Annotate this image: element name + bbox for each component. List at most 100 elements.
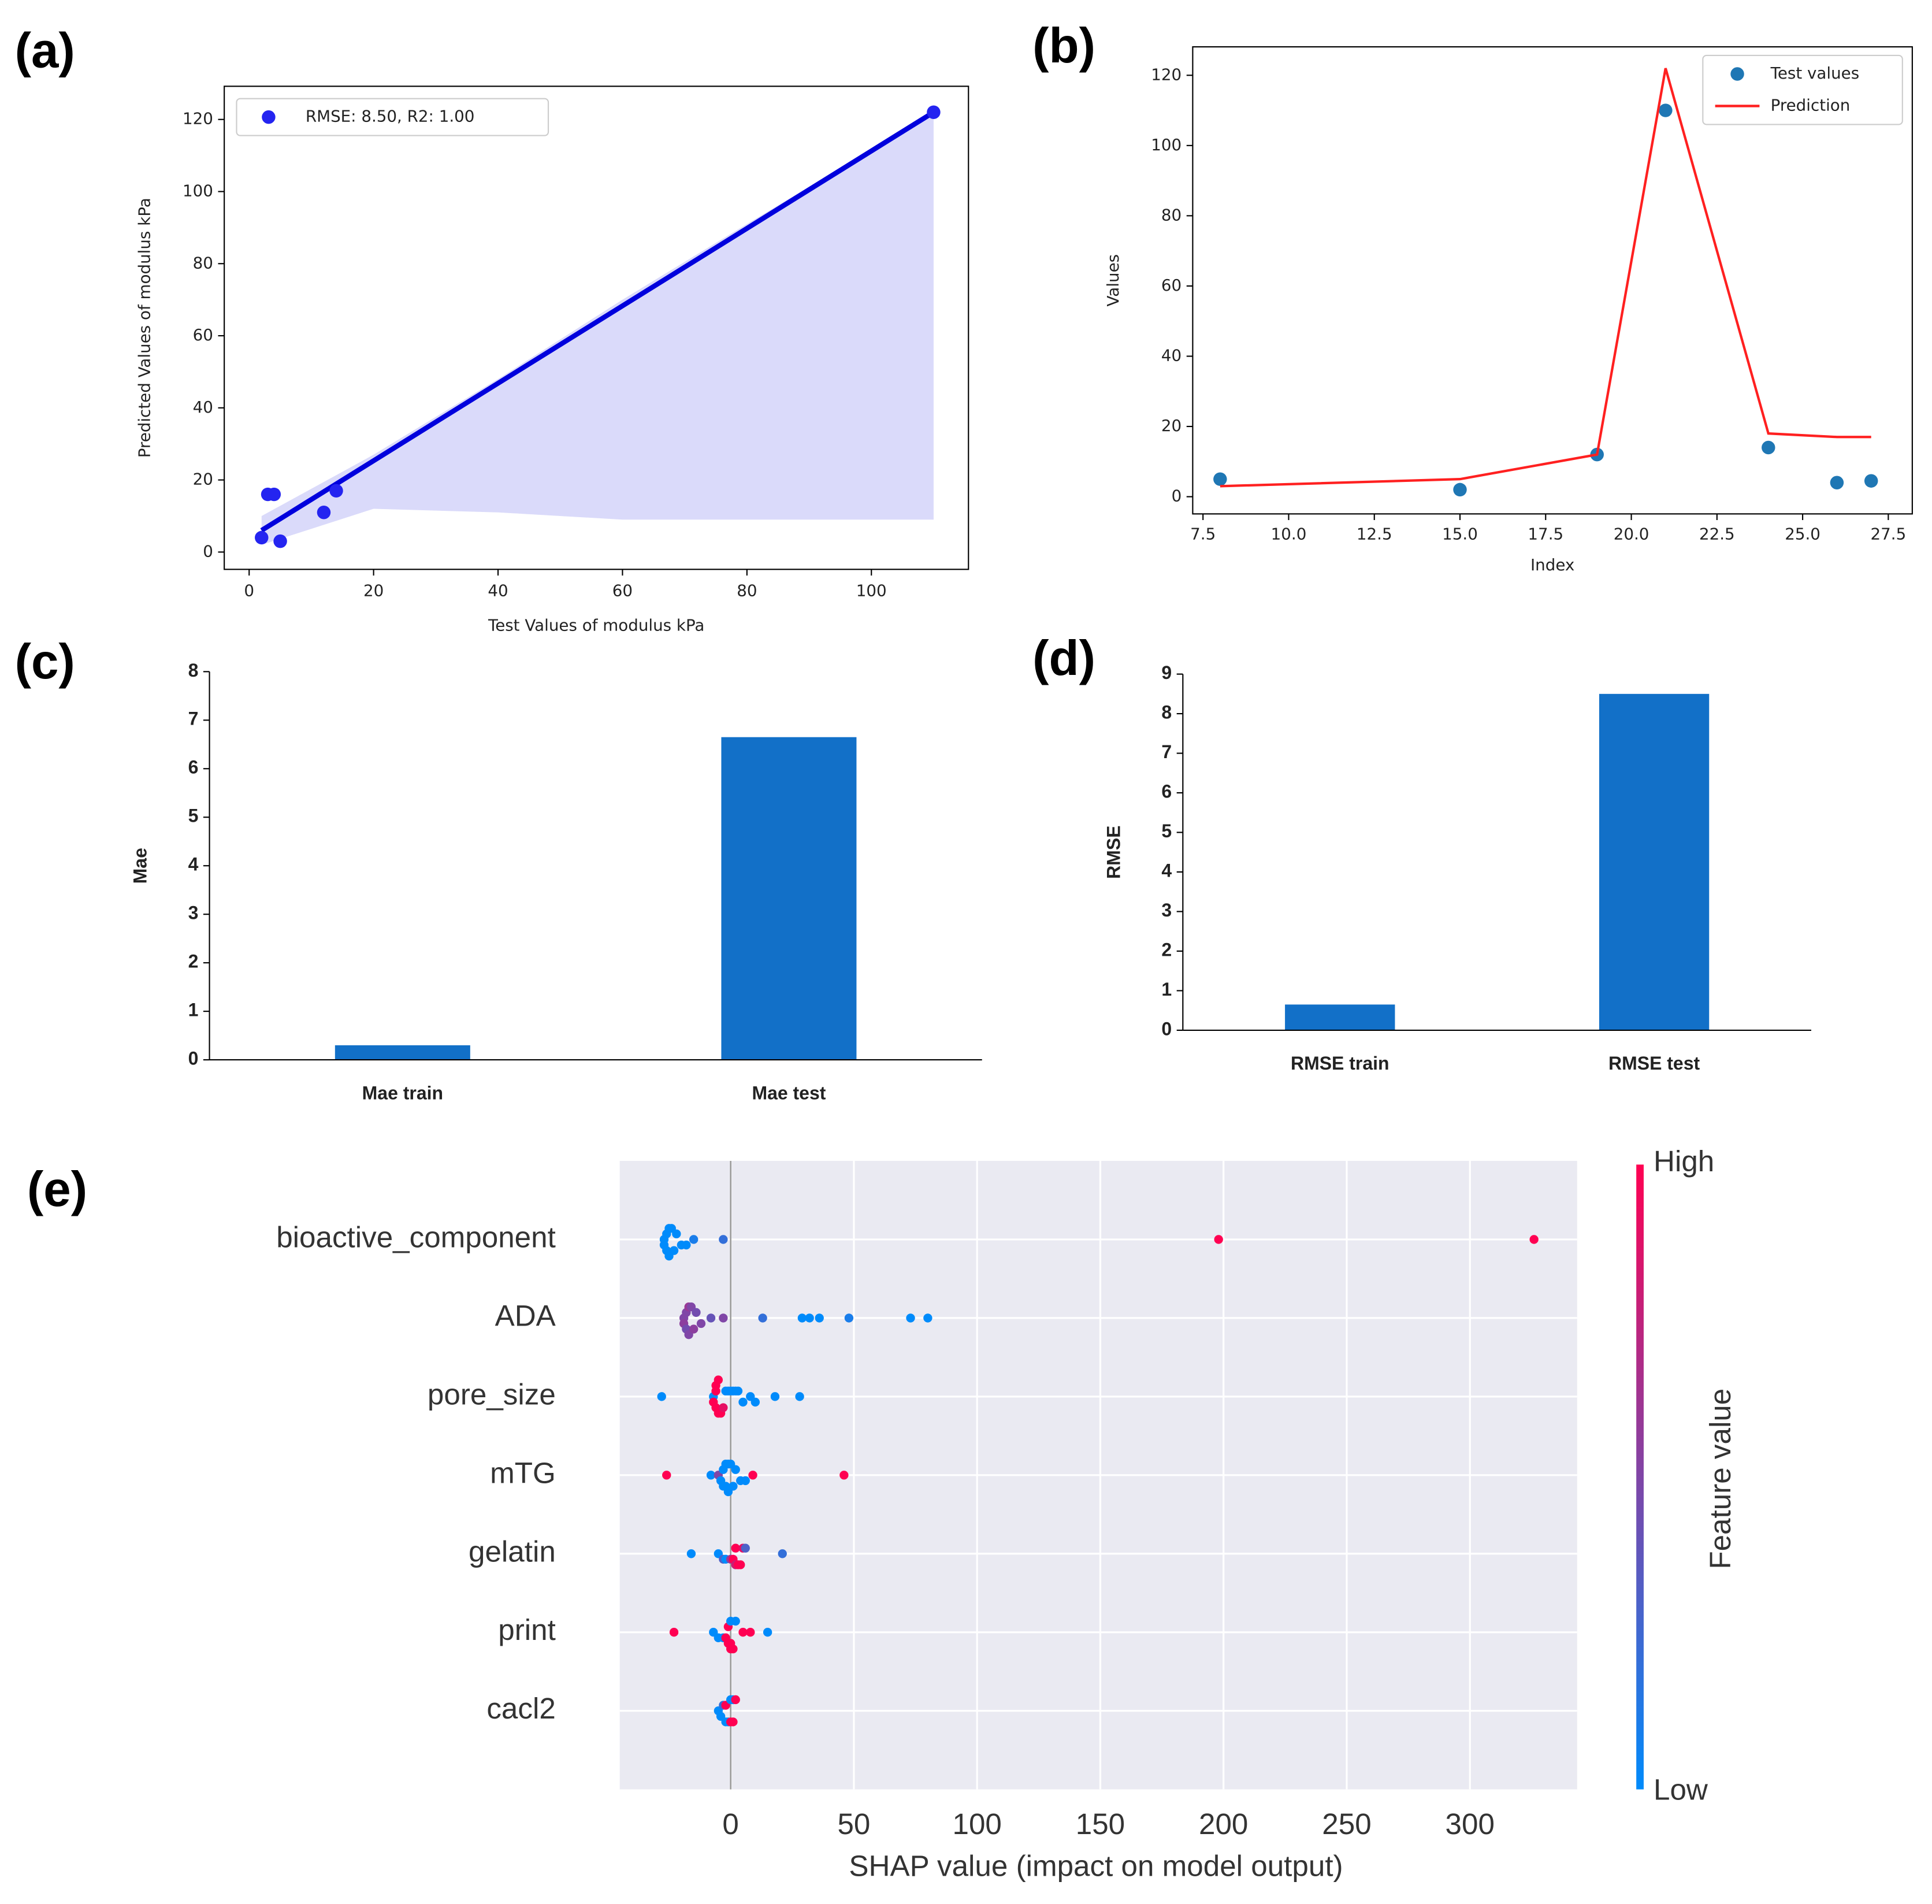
colorbar-label: Feature value bbox=[1704, 1389, 1737, 1569]
y-tick-label: 7 bbox=[1161, 741, 1172, 762]
point bbox=[1453, 483, 1467, 497]
panel-label: (e) bbox=[27, 1162, 87, 1217]
shap-point bbox=[714, 1375, 723, 1385]
x-tick-label: 25.0 bbox=[1785, 525, 1820, 544]
y-tick-label: 8 bbox=[188, 660, 199, 681]
legend-label: Prediction bbox=[1771, 95, 1851, 114]
point bbox=[1659, 103, 1673, 117]
shap-point bbox=[741, 1476, 750, 1486]
y-tick-label: 0 bbox=[188, 1048, 199, 1069]
shap-point bbox=[731, 1465, 740, 1474]
shap-point bbox=[923, 1313, 932, 1323]
y-tick-label: 3 bbox=[188, 903, 199, 923]
shap-point bbox=[706, 1471, 716, 1480]
y-axis-label: Mae bbox=[130, 848, 151, 884]
fit-line bbox=[260, 110, 935, 533]
shap-point bbox=[805, 1313, 814, 1323]
shap-point bbox=[763, 1628, 772, 1637]
y-tick-label: 5 bbox=[188, 806, 199, 826]
y-tick-label: 60 bbox=[1161, 276, 1182, 295]
y-tick-label: 0 bbox=[203, 541, 213, 561]
shap-point bbox=[729, 1717, 738, 1727]
shap-point bbox=[706, 1313, 716, 1323]
x-tick-label: 15.0 bbox=[1442, 525, 1478, 544]
point bbox=[1213, 472, 1227, 486]
x-tick-label: 150 bbox=[1076, 1807, 1125, 1840]
shap-point bbox=[731, 1616, 740, 1626]
feature-label: pore_size bbox=[428, 1378, 556, 1411]
x-tick-label: 10.0 bbox=[1271, 525, 1307, 544]
feature-label: gelatin bbox=[469, 1535, 556, 1568]
point bbox=[1830, 476, 1844, 489]
shap-point bbox=[733, 1386, 743, 1395]
y-tick-label: 40 bbox=[1161, 346, 1182, 365]
feature-label: print bbox=[498, 1613, 556, 1646]
x-tick-label: 100 bbox=[952, 1807, 1001, 1840]
legend-marker bbox=[1730, 67, 1744, 81]
shap-point bbox=[729, 1644, 738, 1654]
shap-point bbox=[778, 1549, 787, 1558]
point bbox=[927, 105, 941, 119]
shap-point bbox=[746, 1628, 755, 1637]
bar bbox=[335, 1045, 470, 1060]
bar bbox=[721, 737, 857, 1060]
y-tick-label: 40 bbox=[193, 398, 213, 417]
x-tick-label: Mae train bbox=[362, 1082, 443, 1103]
bar bbox=[1285, 1004, 1395, 1030]
x-tick-label: 40 bbox=[488, 581, 508, 600]
legend-label: Test values bbox=[1770, 64, 1860, 83]
x-tick-label: RMSE test bbox=[1608, 1053, 1700, 1074]
x-tick-label: 0 bbox=[722, 1807, 738, 1840]
legend-marker bbox=[262, 110, 276, 124]
confidence-band bbox=[261, 112, 934, 545]
y-tick-label: 20 bbox=[1161, 416, 1182, 435]
y-tick-label: 1 bbox=[188, 1000, 199, 1020]
point bbox=[273, 534, 287, 548]
shap-point bbox=[815, 1313, 824, 1323]
y-tick-label: 9 bbox=[1161, 662, 1172, 683]
y-tick-label: 80 bbox=[193, 253, 213, 272]
y-tick-label: 0 bbox=[1161, 1018, 1172, 1039]
feature-label: bioactive_component bbox=[276, 1220, 556, 1253]
shap-point bbox=[719, 1313, 728, 1323]
y-tick-label: 1 bbox=[1161, 979, 1172, 1000]
x-tick-label: 17.5 bbox=[1528, 525, 1563, 544]
feature-label: cacl2 bbox=[486, 1692, 555, 1725]
x-tick-label: 20.0 bbox=[1614, 525, 1649, 544]
x-axis-label: Test Values of modulus kPa bbox=[488, 615, 704, 634]
x-tick-label: 100 bbox=[856, 581, 887, 600]
colorbar-low: Low bbox=[1654, 1773, 1708, 1806]
y-tick-label: 4 bbox=[188, 854, 199, 875]
x-tick-label: 20 bbox=[363, 581, 384, 600]
x-tick-label: Mae test bbox=[752, 1082, 826, 1103]
x-tick-label: 200 bbox=[1199, 1807, 1248, 1840]
panel-label: (a) bbox=[15, 23, 75, 78]
shap-point bbox=[686, 1549, 696, 1558]
y-tick-label: 100 bbox=[183, 181, 213, 200]
panel-label: (d) bbox=[1032, 631, 1095, 686]
shap-point bbox=[736, 1560, 745, 1569]
shap-point bbox=[741, 1543, 750, 1553]
x-tick-label: 12.5 bbox=[1357, 525, 1392, 544]
y-tick-label: 0 bbox=[1172, 487, 1182, 506]
y-tick-label: 60 bbox=[193, 325, 213, 344]
shap-point bbox=[797, 1313, 807, 1323]
y-tick-label: 3 bbox=[1161, 900, 1172, 921]
shap-point bbox=[758, 1313, 767, 1323]
x-tick-label: 250 bbox=[1322, 1807, 1371, 1840]
y-tick-label: 6 bbox=[188, 757, 199, 778]
y-axis-label: Values bbox=[1104, 254, 1123, 307]
y-tick-label: 4 bbox=[1161, 860, 1172, 881]
shap-point bbox=[682, 1240, 691, 1250]
x-tick-label: 60 bbox=[612, 581, 633, 600]
x-tick-label: 0 bbox=[244, 581, 254, 600]
x-tick-label: 50 bbox=[837, 1807, 870, 1840]
shap-point bbox=[731, 1695, 740, 1705]
shap-point bbox=[738, 1397, 748, 1407]
feature-label: ADA bbox=[495, 1299, 556, 1332]
x-tick-label: RMSE train bbox=[1291, 1053, 1389, 1074]
x-tick-label: 7.5 bbox=[1190, 525, 1216, 544]
shap-point bbox=[662, 1471, 671, 1480]
y-axis-label: RMSE bbox=[1104, 826, 1124, 879]
